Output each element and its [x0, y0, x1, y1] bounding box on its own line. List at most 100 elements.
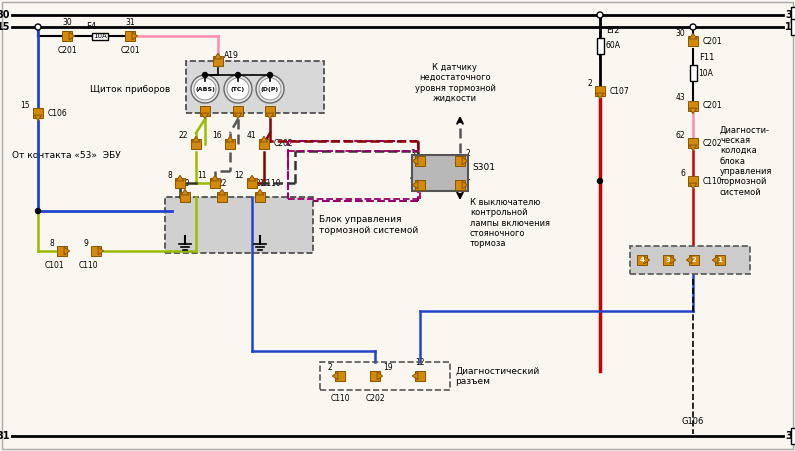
Text: 31: 31 — [125, 18, 135, 27]
Polygon shape — [332, 372, 338, 380]
Text: 11: 11 — [197, 170, 207, 179]
Polygon shape — [235, 113, 242, 119]
Bar — [715, 255, 725, 265]
Text: C107: C107 — [610, 87, 630, 96]
Bar — [412, 155, 468, 191]
Text: Щиток приборов: Щиток приборов — [90, 84, 170, 93]
Text: 4: 4 — [639, 257, 645, 263]
Bar — [791, 19, 795, 35]
Text: C101: C101 — [45, 261, 64, 270]
Bar — [689, 65, 696, 81]
Circle shape — [203, 73, 207, 78]
Text: 30: 30 — [675, 28, 685, 37]
Bar — [175, 178, 185, 188]
Text: 15: 15 — [785, 22, 795, 32]
Bar — [180, 192, 190, 202]
Circle shape — [191, 75, 219, 103]
Bar — [455, 156, 465, 166]
Text: C110: C110 — [262, 179, 281, 188]
Bar — [791, 7, 795, 23]
Text: 2: 2 — [692, 257, 696, 263]
Polygon shape — [413, 181, 418, 189]
Bar — [415, 371, 425, 381]
Bar — [637, 255, 647, 265]
Bar — [213, 56, 223, 66]
Text: 3: 3 — [410, 149, 415, 158]
Text: Диагности-
ческая
колодка
блока
управления
тормозной
системой: Диагности- ческая колодка блока управлен… — [720, 125, 773, 197]
Text: C201: C201 — [57, 46, 77, 55]
Circle shape — [35, 24, 41, 30]
Circle shape — [36, 208, 41, 213]
Bar — [370, 371, 380, 381]
Bar — [62, 31, 72, 41]
Text: 1: 1 — [465, 174, 470, 183]
Bar — [630, 246, 750, 274]
Text: 20: 20 — [180, 179, 190, 188]
Text: 10A: 10A — [698, 69, 713, 78]
Bar — [663, 255, 673, 265]
Text: C202: C202 — [703, 138, 723, 147]
Text: 4: 4 — [410, 174, 415, 183]
Polygon shape — [64, 247, 70, 255]
Text: C201: C201 — [120, 46, 140, 55]
Bar — [233, 106, 243, 116]
Text: 62: 62 — [676, 130, 685, 139]
Text: A19: A19 — [224, 51, 238, 60]
Text: A1: A1 — [265, 93, 275, 102]
Bar — [265, 106, 275, 116]
Text: 60A: 60A — [605, 41, 620, 51]
Circle shape — [597, 12, 603, 18]
Text: 11: 11 — [255, 239, 265, 248]
Bar — [33, 108, 43, 118]
Bar — [335, 371, 345, 381]
Text: К датчику
недостаточного
уровня тормозной
жидкости: К датчику недостаточного уровня тормозно… — [414, 63, 495, 103]
Circle shape — [598, 179, 603, 184]
Circle shape — [256, 75, 284, 103]
Text: C106: C106 — [48, 109, 68, 118]
Circle shape — [259, 78, 281, 100]
Polygon shape — [132, 32, 138, 40]
Text: C202: C202 — [365, 394, 385, 403]
Polygon shape — [201, 113, 209, 119]
Bar — [415, 180, 425, 190]
Bar — [225, 139, 235, 149]
Bar — [191, 139, 201, 149]
Text: A13: A13 — [198, 93, 212, 102]
Bar — [57, 246, 67, 256]
Bar — [247, 178, 257, 188]
Circle shape — [235, 73, 241, 78]
Text: 19: 19 — [383, 363, 393, 372]
Bar — [259, 139, 269, 149]
Text: Блок управления
тормозной системой: Блок управления тормозной системой — [319, 215, 418, 235]
Polygon shape — [69, 32, 75, 40]
Text: 22: 22 — [217, 179, 227, 188]
Text: 3: 3 — [665, 257, 670, 263]
Bar — [688, 176, 698, 186]
Bar — [455, 180, 465, 190]
Text: К выключателю
контрольной
лампы включения
стояночного
тормоза: К выключателю контрольной лампы включени… — [470, 198, 550, 249]
Bar — [595, 86, 605, 96]
Text: C110: C110 — [78, 261, 98, 270]
Text: 2: 2 — [465, 149, 470, 158]
Polygon shape — [462, 181, 467, 189]
Polygon shape — [644, 256, 650, 264]
Text: A14: A14 — [231, 93, 246, 102]
Text: (ABS): (ABS) — [195, 87, 215, 92]
Text: 8: 8 — [49, 239, 54, 248]
Text: 10A: 10A — [93, 33, 107, 39]
Bar — [125, 31, 135, 41]
Bar — [415, 156, 425, 166]
Bar — [92, 32, 108, 40]
Bar — [255, 192, 265, 202]
Text: G106: G106 — [682, 417, 704, 426]
Polygon shape — [686, 256, 692, 264]
Text: 2: 2 — [328, 363, 332, 372]
Bar — [688, 138, 698, 148]
Text: 22: 22 — [179, 132, 188, 141]
Polygon shape — [712, 256, 718, 264]
Text: 31: 31 — [785, 431, 795, 441]
Polygon shape — [256, 189, 264, 195]
Polygon shape — [176, 175, 184, 181]
Text: 25: 25 — [180, 239, 190, 248]
Text: 15: 15 — [0, 22, 10, 32]
